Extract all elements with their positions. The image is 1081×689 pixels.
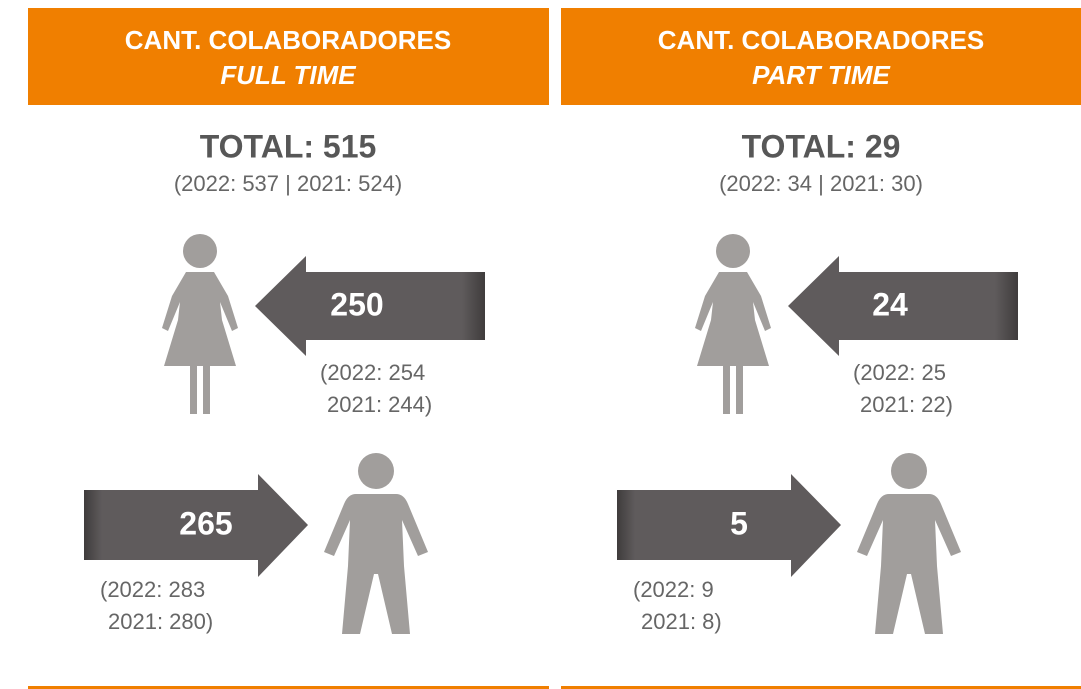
female-previous: 2021: 244) bbox=[327, 392, 432, 417]
body bbox=[324, 494, 428, 634]
header-band bbox=[28, 8, 549, 105]
male-previous: 2021: 280) bbox=[108, 609, 213, 634]
female-previous: (2022: 254 bbox=[320, 360, 425, 385]
female-previous: (2022: 25 bbox=[853, 360, 946, 385]
header-title: CANT. COLABORADORES bbox=[658, 25, 984, 55]
female-icon bbox=[162, 234, 238, 414]
panel: CANT. COLABORADORES FULL TIME TOTAL: 515 (2… bbox=[28, 8, 549, 689]
head bbox=[358, 453, 394, 489]
male-previous: (2022: 283 bbox=[100, 577, 205, 602]
header-title: CANT. COLABORADORES bbox=[125, 25, 451, 55]
head bbox=[891, 453, 927, 489]
total-previous: (2022: 34 | 2021: 30) bbox=[719, 171, 923, 196]
body bbox=[162, 272, 238, 414]
head bbox=[183, 234, 217, 268]
male-value: 265 bbox=[179, 505, 232, 541]
female-icon bbox=[695, 234, 771, 414]
female-value: 24 bbox=[872, 286, 908, 322]
male-value: 5 bbox=[730, 505, 748, 541]
header-band bbox=[561, 8, 1081, 105]
header-subtitle: FULL TIME bbox=[220, 60, 356, 90]
male-icon bbox=[324, 453, 428, 634]
body bbox=[857, 494, 961, 634]
head bbox=[716, 234, 750, 268]
female-arrow bbox=[255, 256, 485, 356]
male-icon bbox=[857, 453, 961, 634]
total-previous: (2022: 537 | 2021: 524) bbox=[174, 171, 402, 196]
female-arrow bbox=[788, 256, 1018, 356]
female-value: 250 bbox=[330, 286, 383, 322]
male-previous: (2022: 9 bbox=[633, 577, 714, 602]
total: TOTAL: 29 bbox=[742, 128, 901, 164]
footer-line bbox=[28, 686, 549, 689]
header-subtitle: PART TIME bbox=[752, 60, 890, 90]
female-previous: 2021: 22) bbox=[860, 392, 953, 417]
male-previous: 2021: 8) bbox=[641, 609, 722, 634]
footer-line bbox=[561, 686, 1081, 689]
male-arrow bbox=[617, 474, 841, 577]
body bbox=[695, 272, 771, 414]
total: TOTAL: 515 bbox=[200, 128, 377, 164]
male-arrow bbox=[84, 474, 308, 577]
panel: CANT. COLABORADORES PART TIME TOTAL: 29 (20… bbox=[561, 8, 1081, 689]
